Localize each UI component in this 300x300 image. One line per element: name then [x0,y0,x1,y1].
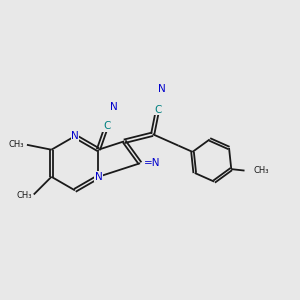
Text: C: C [154,105,161,115]
Text: CH₃: CH₃ [8,140,24,149]
Text: N: N [158,84,166,94]
Text: N: N [94,172,102,182]
Text: CH₃: CH₃ [17,191,32,200]
Text: =N: =N [144,158,160,168]
Text: CH₃: CH₃ [254,166,269,175]
Text: N: N [110,102,117,112]
Text: C: C [103,121,110,131]
Text: N: N [71,131,79,141]
